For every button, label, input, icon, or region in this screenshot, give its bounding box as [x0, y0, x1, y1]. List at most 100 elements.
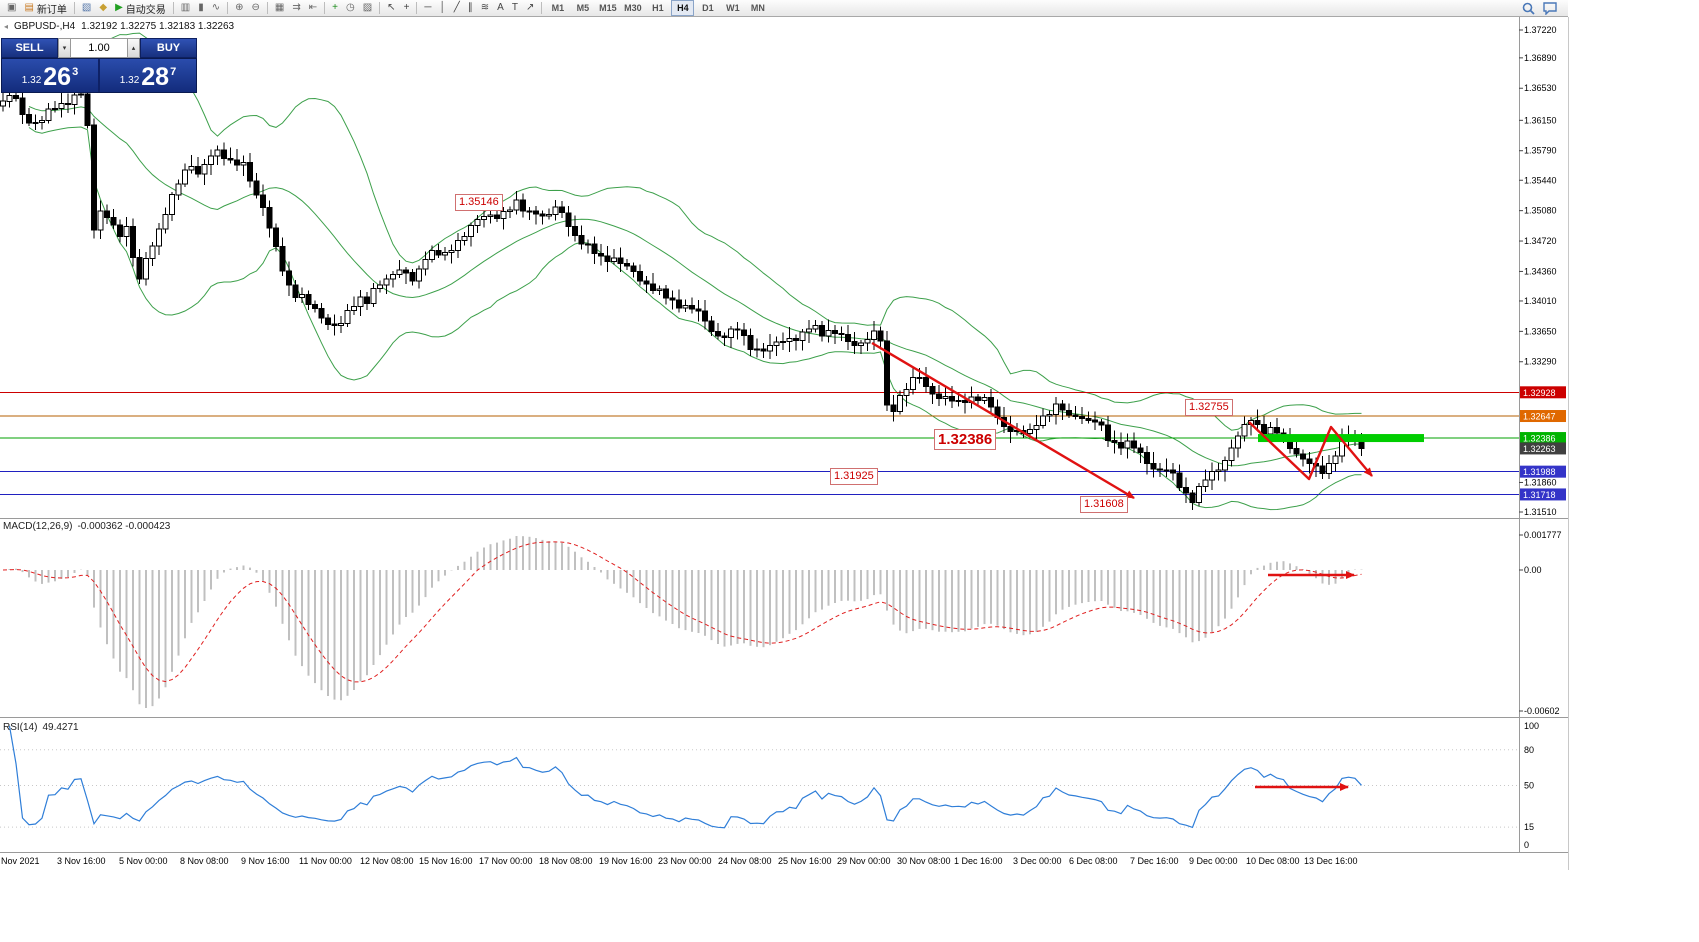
price-callout-1.32386[interactable]: 1.32386: [934, 429, 997, 450]
bar-chart-icon[interactable]: ▥: [177, 0, 194, 17]
zoom-out-icon[interactable]: ⊖: [248, 0, 264, 17]
svg-text:1.33290: 1.33290: [1524, 357, 1557, 367]
autotrading-button[interactable]: ▶ 自动交易: [111, 0, 170, 17]
vertical-line-icon: │: [439, 2, 446, 13]
macd-label: MACD(12,26,9) -0.000362 -0.000423: [3, 521, 170, 532]
candlestick-chart-icon[interactable]: ▮: [194, 0, 208, 17]
sell-price-display[interactable]: 1.32 26 3: [2, 59, 98, 92]
indicators-icon: +: [332, 2, 338, 13]
zoom-in-icon[interactable]: ⊕: [231, 0, 247, 17]
price-callout-1.32755[interactable]: 1.32755: [1185, 399, 1233, 416]
cursor-icon[interactable]: ↖: [383, 0, 399, 17]
timeframe-m5-button[interactable]: M5: [576, 3, 590, 13]
timeframe-m15-button[interactable]: M15: [599, 3, 617, 13]
chat-icon[interactable]: [1543, 1, 1557, 15]
bollinger-bands: [28, 32, 1362, 511]
timeframe-h4-button[interactable]: H4: [671, 0, 695, 16]
periods-icon[interactable]: ◷: [342, 0, 359, 17]
downtrend-arrow[interactable]: [871, 341, 1135, 500]
chart-shift-icon[interactable]: ⇤: [305, 0, 321, 17]
text-icon: A: [497, 2, 504, 13]
horizontal-line-icon[interactable]: ─: [420, 0, 435, 17]
auto-scroll-icon[interactable]: ⇉: [288, 0, 304, 17]
time-label: 15 Nov 16:00: [419, 856, 473, 866]
sell-price-point: 3: [72, 66, 79, 78]
collapse-chevron-icon[interactable]: ◂: [4, 22, 9, 31]
trendline-icon: ╱: [453, 2, 460, 13]
time-label: 12 Nov 08:00: [360, 856, 414, 866]
rsi-name: RSI(14): [3, 722, 38, 733]
volume-decrease-button[interactable]: ▾: [58, 38, 71, 58]
timeframe-h1-button[interactable]: H1: [652, 3, 664, 13]
volume-increase-button[interactable]: ▴: [127, 38, 140, 58]
timeframe-m30-button[interactable]: M30: [624, 3, 642, 13]
price-callout-1.35146[interactable]: 1.35146: [455, 194, 503, 211]
fibonacci-icon[interactable]: ≋: [477, 0, 493, 17]
svg-text:0.001777: 0.001777: [1524, 530, 1562, 540]
candlestick-chart-icon: ▮: [198, 2, 204, 13]
crosshair-icon[interactable]: +: [400, 0, 414, 17]
svg-text:1.31510: 1.31510: [1524, 507, 1557, 517]
svg-text:1.35080: 1.35080: [1524, 206, 1557, 216]
macd-values: -0.000362 -0.000423: [77, 521, 171, 532]
time-label: 25 Nov 16:00: [778, 856, 832, 866]
indicators-icon[interactable]: +: [328, 0, 342, 17]
channel-icon[interactable]: ∥: [464, 0, 477, 17]
label-icon[interactable]: T: [508, 0, 522, 17]
new-order-button[interactable]: ▤ 新订单: [20, 0, 70, 17]
chart-window-icon: ▣: [7, 2, 17, 13]
symbol-title: GBPUSD-,H4: [14, 21, 76, 32]
time-label: 3 Dec 00:00: [1013, 856, 1062, 866]
price-callout-1.31608[interactable]: 1.31608: [1080, 496, 1128, 513]
text-icon[interactable]: A: [493, 0, 508, 17]
macd-signal-line: [2, 541, 1362, 683]
price-callout-1.31925[interactable]: 1.31925: [830, 468, 878, 485]
rsi-label: RSI(14) 49.4271: [3, 722, 79, 733]
trendline-icon[interactable]: ╱: [450, 0, 464, 17]
time-label: 7 Dec 16:00: [1130, 856, 1179, 866]
vertical-line-icon[interactable]: │: [436, 0, 450, 17]
mql5-community-icon: ◆: [99, 2, 108, 13]
svg-text:1.35440: 1.35440: [1524, 175, 1557, 185]
svg-text:1.31988: 1.31988: [1523, 467, 1556, 477]
projection-zigzag-arrow[interactable]: [1248, 421, 1373, 481]
tile-windows-icon: ▦: [274, 2, 285, 13]
chart-window-icon[interactable]: ▣: [3, 0, 20, 17]
svg-text:1.32386: 1.32386: [1523, 434, 1556, 444]
toolbar-separator: [379, 2, 381, 14]
timeframe-mn-button[interactable]: MN: [750, 3, 765, 13]
price-tag-1.32263: [1520, 442, 1566, 455]
svg-text:1.32263: 1.32263: [1523, 444, 1556, 454]
timeframe-d1-button[interactable]: D1: [702, 3, 714, 13]
buy-price-display[interactable]: 1.32 28 7: [100, 59, 196, 92]
volume-input[interactable]: [71, 38, 127, 58]
line-chart-icon[interactable]: ∿: [208, 0, 224, 17]
svg-text:1.36150: 1.36150: [1524, 115, 1557, 125]
svg-text:50: 50: [1524, 781, 1534, 791]
svg-text:80: 80: [1524, 745, 1534, 755]
buy-button[interactable]: BUY: [140, 38, 197, 58]
price-tag-1.31718: [1520, 488, 1566, 501]
toolbar-separator: [172, 2, 174, 14]
buy-price-pips: 28: [141, 63, 170, 91]
timeframe-m1-button[interactable]: M1: [551, 3, 565, 13]
arrows-icon[interactable]: ↗: [522, 0, 538, 17]
svg-text:100: 100: [1524, 721, 1539, 731]
sell-button[interactable]: SELL: [1, 38, 58, 58]
time-label: 29 Nov 00:00: [837, 856, 891, 866]
tile-windows-icon[interactable]: ▦: [271, 0, 288, 17]
templates-icon[interactable]: ▨: [359, 0, 376, 17]
time-label: 9 Dec 00:00: [1189, 856, 1238, 866]
toolbar-separator: [416, 2, 418, 14]
periods-icon: ◷: [345, 2, 355, 13]
navigator-icon[interactable]: ▧: [78, 0, 95, 17]
mql5-community-icon[interactable]: ◆: [95, 0, 111, 17]
search-icon[interactable]: [1522, 2, 1535, 15]
svg-text:1.37220: 1.37220: [1524, 25, 1557, 35]
svg-text:1.34010: 1.34010: [1524, 296, 1557, 306]
toolbar-separator: [73, 2, 75, 14]
toolbar-right-icons: [1522, 1, 1565, 15]
timeframe-w1-button[interactable]: W1: [726, 3, 740, 13]
buy-price-prefix: 1.32: [119, 75, 140, 86]
